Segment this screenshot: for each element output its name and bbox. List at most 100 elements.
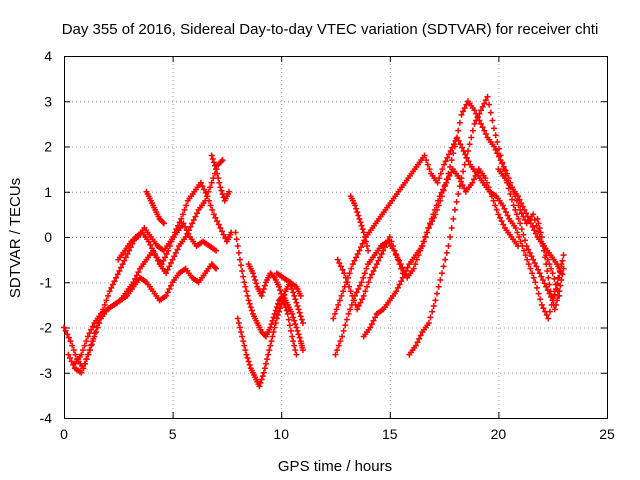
data-point	[458, 175, 465, 182]
data-point	[385, 237, 392, 244]
data-point	[338, 292, 345, 299]
data-point	[445, 151, 452, 158]
data-point	[417, 332, 424, 339]
data-point	[213, 247, 220, 254]
data-point	[437, 276, 444, 283]
data-point	[171, 253, 178, 260]
data-point	[497, 214, 504, 221]
data-point	[236, 324, 243, 331]
data-point	[461, 105, 468, 112]
data-point	[268, 338, 275, 345]
data-point	[180, 220, 187, 227]
data-point	[458, 111, 465, 118]
data-point	[495, 211, 502, 218]
data-point	[556, 288, 563, 295]
data-point	[210, 159, 217, 166]
data-point	[261, 282, 268, 289]
data-point	[340, 288, 347, 295]
data-point	[532, 279, 539, 286]
data-point	[380, 247, 387, 254]
data-point	[103, 297, 110, 304]
data-point	[473, 117, 480, 124]
data-point	[549, 270, 556, 277]
data-point	[370, 317, 377, 324]
data-point	[538, 301, 545, 308]
data-point	[410, 265, 417, 272]
data-point	[335, 342, 342, 349]
data-point	[271, 324, 278, 331]
data-point	[478, 107, 485, 114]
data-point	[268, 321, 275, 328]
data-point	[164, 266, 171, 273]
data-point	[278, 301, 285, 308]
data-point	[528, 253, 535, 260]
data-point	[500, 166, 507, 173]
data-point	[426, 166, 433, 173]
data-point	[242, 347, 249, 354]
data-point	[295, 306, 302, 313]
data-point	[459, 144, 466, 151]
data-point	[132, 275, 139, 282]
data-point	[536, 270, 543, 277]
data-point	[541, 280, 548, 287]
x-tick-label: 0	[60, 426, 68, 442]
data-point	[118, 264, 125, 271]
data-point	[235, 249, 242, 256]
data-point	[122, 254, 129, 261]
data-point	[239, 267, 246, 274]
data-point	[535, 290, 542, 297]
data-point	[299, 319, 306, 326]
data-point	[113, 274, 120, 281]
data-point	[253, 280, 260, 287]
data-point	[488, 193, 495, 200]
data-point	[235, 319, 242, 326]
data-point	[352, 301, 359, 308]
data-point	[461, 161, 468, 168]
data-point	[368, 321, 375, 328]
data-point	[363, 283, 370, 290]
data-point	[340, 327, 347, 334]
data-point	[213, 265, 220, 272]
data-point	[350, 297, 357, 304]
data-point	[218, 158, 225, 165]
data-point	[434, 206, 441, 213]
data-point	[365, 279, 372, 286]
data-point	[520, 247, 527, 254]
data-point	[358, 244, 365, 251]
y-tick-label: 4	[44, 48, 52, 64]
data-point	[357, 219, 364, 226]
data-point	[88, 326, 95, 333]
data-point	[445, 243, 452, 250]
data-point	[421, 238, 428, 245]
data-point	[161, 254, 168, 261]
data-point	[234, 315, 241, 322]
data-point	[214, 218, 221, 225]
data-point	[334, 347, 341, 354]
data-point	[293, 299, 300, 306]
data-point	[527, 265, 534, 272]
data-point	[240, 338, 247, 345]
data-point	[342, 322, 349, 329]
data-point	[438, 270, 445, 277]
data-point	[508, 196, 515, 203]
data-point	[291, 317, 298, 324]
data-point	[192, 213, 199, 220]
data-point	[422, 234, 429, 240]
data-point	[435, 283, 442, 290]
data-point	[437, 170, 444, 177]
data-point	[244, 355, 251, 362]
data-point	[517, 238, 524, 245]
data-point	[482, 131, 489, 138]
data-point	[414, 339, 421, 346]
data-point	[546, 281, 553, 288]
data-point	[560, 252, 567, 259]
data-point	[448, 157, 455, 164]
data-point	[429, 308, 436, 315]
data-point	[91, 333, 98, 340]
data-point	[296, 309, 303, 316]
data-point	[456, 119, 463, 126]
data-point	[207, 202, 214, 209]
data-point	[450, 150, 457, 157]
data-point	[83, 338, 90, 345]
data-point	[80, 347, 87, 354]
